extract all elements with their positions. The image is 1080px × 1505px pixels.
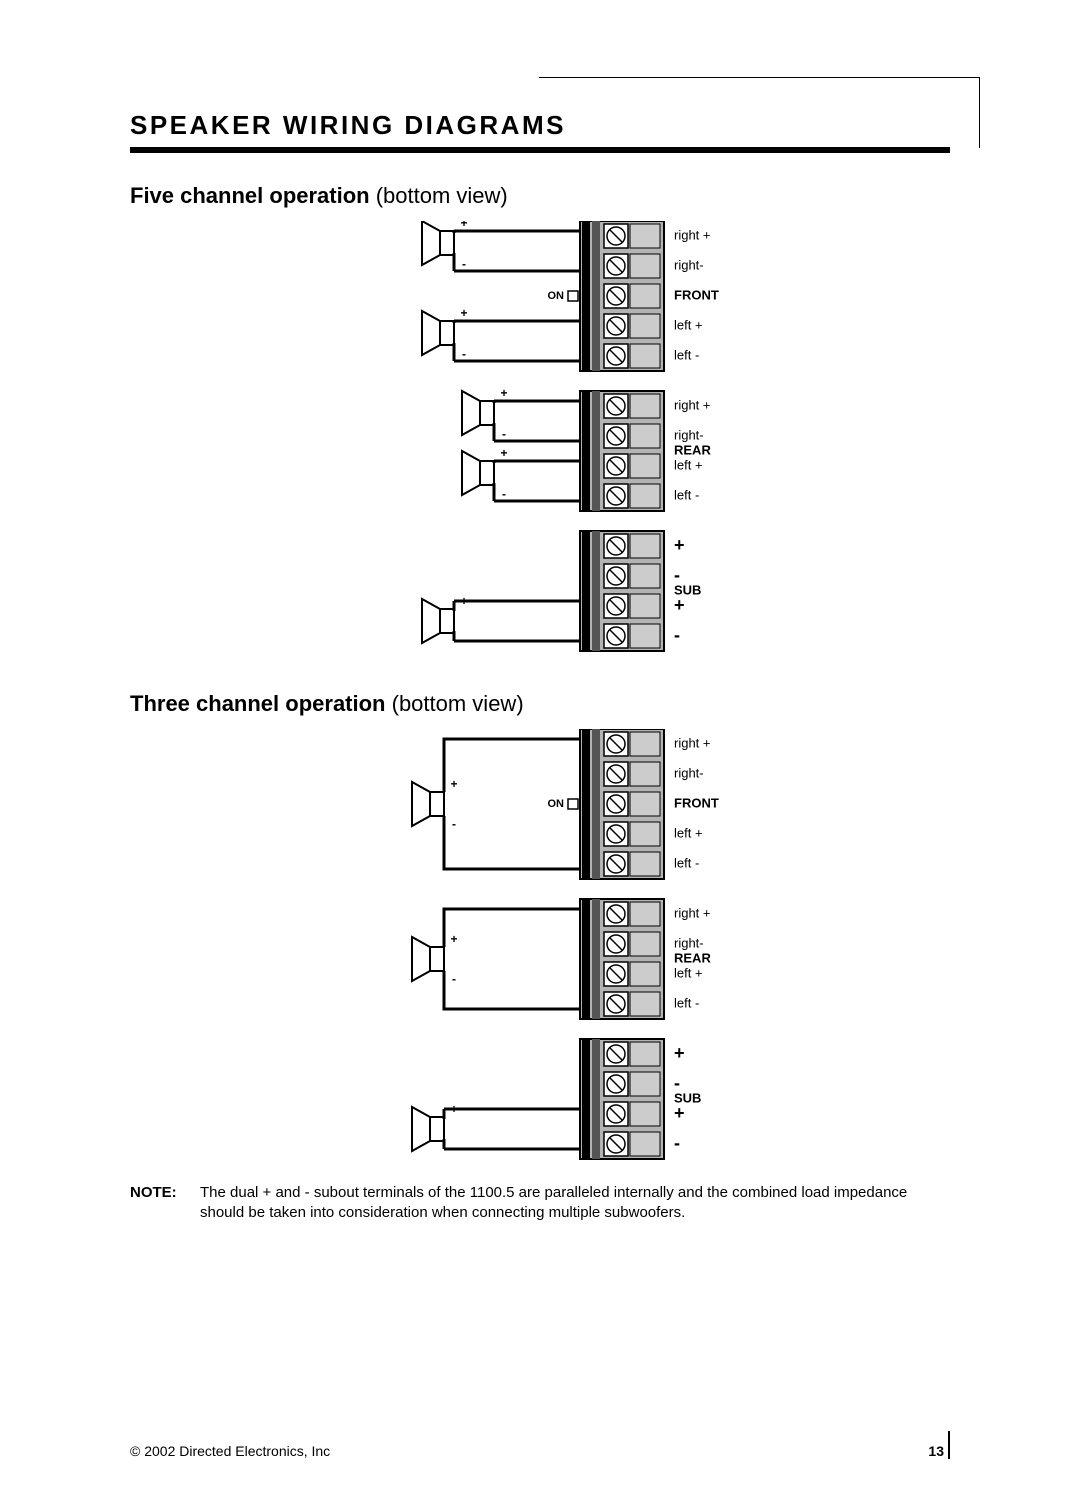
note: NOTE: The dual + and - subout terminals … (130, 1183, 950, 1222)
svg-text:-: - (502, 427, 506, 441)
svg-text:+: + (460, 306, 467, 320)
svg-text:+: + (500, 386, 507, 400)
page: SPEAKER WIRING DIAGRAMS Five channel ope… (0, 0, 1080, 1505)
svg-text:ON: ON (548, 798, 565, 810)
footer: © 2002 Directed Electronics, Inc 13 (130, 1431, 950, 1459)
title-rule (130, 147, 950, 153)
svg-text:SUB: SUB (674, 582, 701, 597)
svg-text:-: - (502, 487, 506, 501)
svg-text:FRONT: FRONT (674, 287, 719, 302)
svg-text:+: + (674, 1103, 685, 1123)
page-number: 13 (928, 1431, 950, 1459)
svg-text:-: - (674, 1133, 680, 1153)
diagram-title: Three channel operation (bottom view) (130, 691, 950, 717)
svg-text:REAR: REAR (674, 442, 711, 457)
svg-text:-: - (452, 972, 456, 986)
svg-text:left +: left + (674, 965, 703, 980)
svg-text:+: + (450, 932, 457, 946)
svg-text:left +: left + (674, 457, 703, 472)
svg-text:FRONT: FRONT (674, 795, 719, 810)
svg-text:right +: right + (674, 905, 711, 920)
svg-text:+: + (674, 535, 685, 555)
svg-text:ON: ON (548, 290, 565, 302)
svg-text:-: - (462, 347, 466, 361)
svg-text:left +: left + (674, 825, 703, 840)
svg-text:-: - (452, 817, 456, 831)
svg-text:+: + (500, 446, 507, 460)
svg-text:right +: right + (674, 735, 711, 750)
diagram-title: Five channel operation (bottom view) (130, 183, 950, 209)
svg-text:+: + (674, 595, 685, 615)
copyright: © 2002 Directed Electronics, Inc (130, 1443, 330, 1459)
svg-text:right +: right + (674, 227, 711, 242)
svg-text:REAR: REAR (674, 950, 711, 965)
svg-text:left -: left - (674, 347, 699, 362)
svg-text:right-: right- (674, 765, 704, 780)
svg-text:SUB: SUB (674, 1090, 701, 1105)
svg-text:-: - (674, 625, 680, 645)
svg-text:-: - (462, 257, 466, 271)
svg-text:right-: right- (674, 935, 704, 950)
diagram: right + right-left + left - FRONT ON right + r… (130, 221, 950, 661)
svg-text:left -: left - (674, 995, 699, 1010)
svg-text:right-: right- (674, 427, 704, 442)
svg-text:+: + (674, 1043, 685, 1063)
svg-text:+: + (460, 221, 467, 230)
svg-text:left +: left + (674, 317, 703, 332)
svg-text:left -: left - (674, 487, 699, 502)
svg-text:+: + (450, 777, 457, 791)
svg-text:left -: left - (674, 855, 699, 870)
svg-text:right +: right + (674, 397, 711, 412)
diagram: right + right-left + left - FRONT ON right + r… (130, 729, 950, 1169)
note-label: NOTE: (130, 1183, 200, 1222)
note-text: The dual + and - subout terminals of the… (200, 1183, 950, 1222)
svg-text:right-: right- (674, 257, 704, 272)
